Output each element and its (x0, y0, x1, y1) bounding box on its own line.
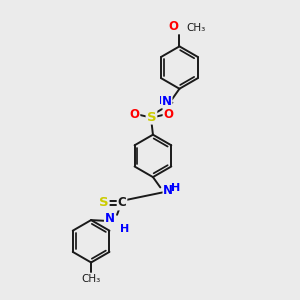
Text: CH₃: CH₃ (82, 274, 101, 284)
Text: O: O (129, 108, 140, 121)
Text: CH₃: CH₃ (186, 23, 205, 33)
Text: N: N (162, 94, 172, 108)
Text: S: S (99, 196, 109, 209)
Text: C: C (118, 196, 126, 209)
Text: H: H (120, 224, 129, 234)
Text: N: N (163, 184, 173, 197)
Text: O: O (164, 108, 174, 121)
Text: S: S (147, 110, 156, 124)
Text: O: O (169, 20, 179, 33)
Text: H: H (172, 183, 181, 193)
Text: N: N (105, 212, 115, 225)
Text: H: H (159, 96, 168, 106)
